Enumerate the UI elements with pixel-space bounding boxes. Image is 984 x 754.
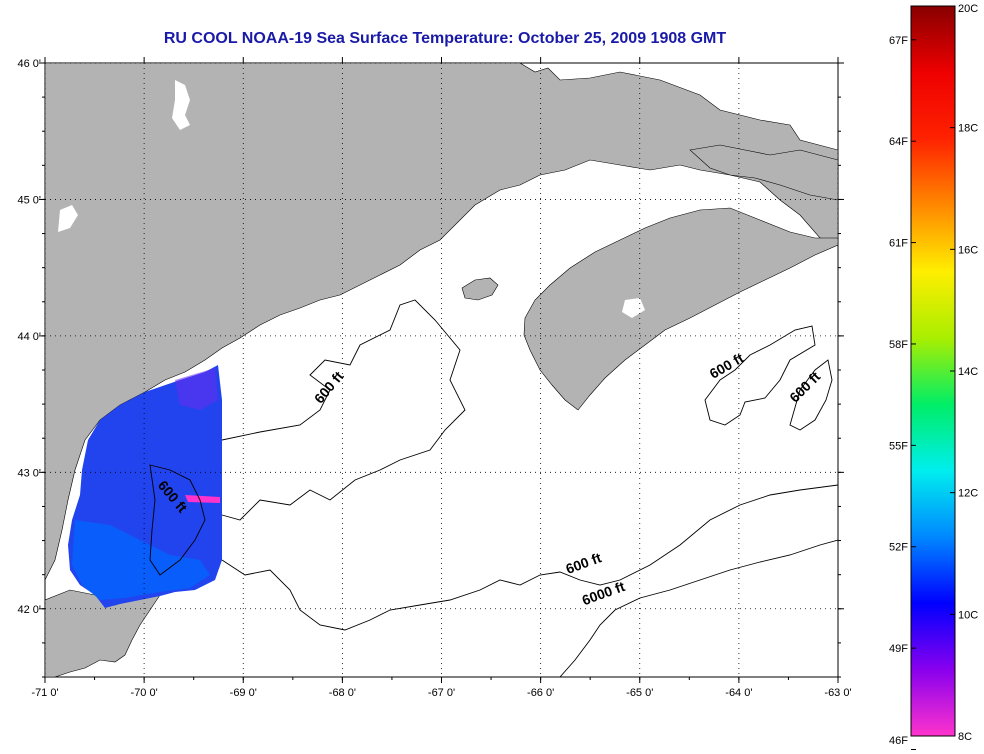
colorbar-f-label: 64F [889,136,908,148]
lon-label: -68 0' [329,687,356,699]
lat-label: 44 0' [17,331,41,343]
lat-label: 45 0' [17,194,41,206]
lon-label: -63 0' [824,687,851,699]
depth-contour-6000ft [559,539,838,677]
colorbar-c-label: 8C [958,731,972,743]
colorbar-c-label: 10C [958,609,978,621]
lon-label: -67 0' [428,687,455,699]
colorbar-f-label: 58F [889,339,908,351]
longitude-labels: -71 0' -70 0' -69 0' -68 0' -67 0' -66 0' -65 … [31,687,851,699]
lon-label: -70 0' [131,687,158,699]
colorbar-c-label: 12C [958,488,978,500]
lake [622,298,645,318]
sst-data-region [72,520,210,600]
lon-label: -69 0' [230,687,257,699]
lake [58,205,78,232]
axis-ticks [39,57,844,683]
sst-data-region [175,368,218,410]
lat-label: 46 0' [17,58,41,70]
colorbar-f-label: 49F [889,643,908,655]
depth-contour-600ft [149,299,838,631]
colorbar-c-label: 14C [958,366,978,378]
land-maine-new-brunswick [45,63,838,581]
latitude-labels: 46 0' 45 0' 44 0' 43 0' 42 0' [17,58,41,616]
colorbar-f-label: 55F [889,440,908,452]
lon-label: -66 0' [527,687,554,699]
land-pei-cape-breton [689,144,838,201]
colorbar-f-label: 52F [889,542,908,554]
lake [172,80,190,130]
colorbar-f-label: 46F [889,735,908,747]
land-nova-scotia [523,207,838,411]
map-title: RU COOL NOAA-19 Sea Surface Temperature:… [163,30,727,47]
colorbar-c-label: 20C [958,3,978,15]
colorbar-c-label: 16C [958,244,978,256]
sst-data-region [185,495,220,503]
colorbar-c-label: 18C [958,123,978,135]
lon-label: -64 0' [725,687,752,699]
graticule [45,63,838,677]
lon-label: -65 0' [626,687,653,699]
colorbar: 20C 18C 16C 14C 12C 10C 8C 67F 64F 61F 58F 55F 52F 4… [889,3,978,751]
lon-label: -71 0' [31,687,58,699]
lat-label: 43 0' [17,467,41,479]
lat-label: 42 0' [17,604,41,616]
colorbar-f-label: 61F [889,238,908,250]
colorbar-f-label: 67F [889,35,908,47]
land-grand-manan [461,277,499,301]
